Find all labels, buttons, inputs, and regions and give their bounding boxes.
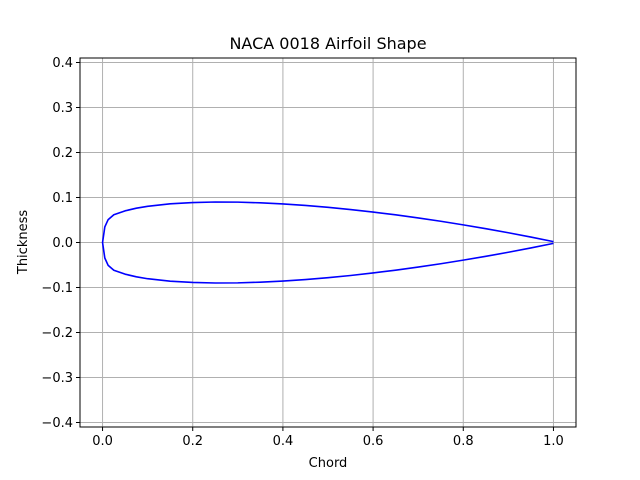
x-tick-label: 0.8 <box>453 434 474 449</box>
y-tick-label: −0.1 <box>41 281 73 296</box>
y-tick-label: 0.4 <box>52 56 73 71</box>
x-tick-label: 0.0 <box>92 434 113 449</box>
x-tick-label: 0.4 <box>273 434 294 449</box>
y-tick-label: 0.3 <box>52 101 73 116</box>
y-tick-label: 0.1 <box>52 191 73 206</box>
series-layer <box>101 201 554 284</box>
grid <box>80 58 576 427</box>
x-axis: 0.0 0.2 0.4 0.6 0.8 1.0 <box>92 427 564 449</box>
y-tick-label: −0.4 <box>41 416 73 431</box>
x-axis-label: Chord <box>309 456 348 471</box>
y-tick-label: 0.2 <box>52 146 73 161</box>
y-tick-label: −0.3 <box>41 371 73 386</box>
y-tick-label: −0.2 <box>41 326 73 341</box>
chart-title: NACA 0018 Airfoil Shape <box>229 34 426 53</box>
y-axis-label: Thickness <box>16 210 31 275</box>
airfoil-line <box>101 201 554 284</box>
y-axis: −0.4 −0.3 −0.2 −0.1 0.0 0.1 0.2 0.3 0.4 <box>41 56 80 431</box>
y-tick-label: 0.0 <box>52 236 73 251</box>
x-tick-label: 0.2 <box>182 434 203 449</box>
x-tick-label: 1.0 <box>543 434 564 449</box>
x-tick-label: 0.6 <box>363 434 384 449</box>
